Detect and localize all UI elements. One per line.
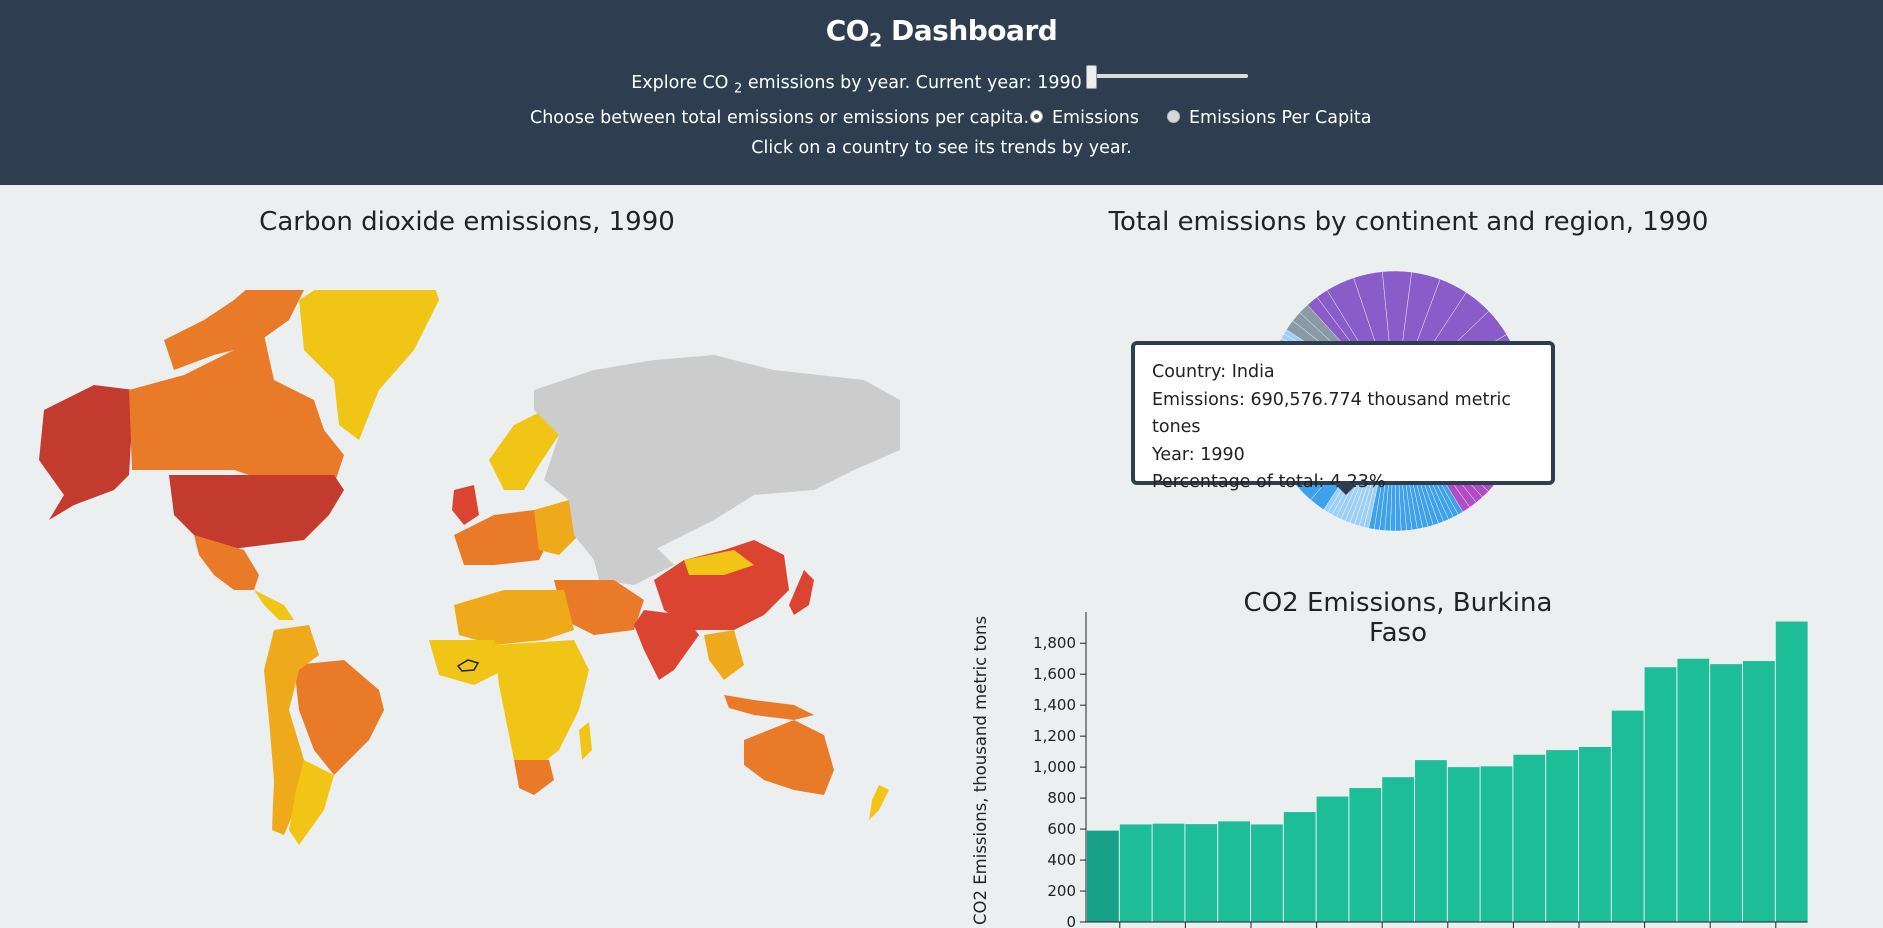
bar[interactable] bbox=[1513, 754, 1546, 922]
bar[interactable] bbox=[1087, 830, 1119, 922]
country-uk[interactable] bbox=[452, 485, 479, 525]
region-central-east-africa[interactable] bbox=[494, 640, 589, 770]
choose-text: Choose between total emissions or emissi… bbox=[530, 108, 1030, 128]
per-capita-radio[interactable] bbox=[1167, 110, 1180, 123]
country-canada[interactable] bbox=[129, 335, 344, 500]
country-mongolia[interactable] bbox=[684, 550, 754, 575]
bar-chart-title: CO2 Emissions, Burkina Faso bbox=[1243, 588, 1553, 648]
bar-y-tick-label: 1,600 bbox=[1033, 665, 1076, 683]
region-scandinavia[interactable] bbox=[489, 410, 559, 490]
bar[interactable] bbox=[1447, 767, 1480, 922]
year-slider-thumb[interactable] bbox=[1086, 65, 1097, 89]
region-north-africa[interactable] bbox=[454, 590, 574, 645]
country-kazakhstan-region[interactable] bbox=[594, 545, 674, 585]
bar-y-tick-label: 1,200 bbox=[1033, 727, 1076, 745]
bar[interactable] bbox=[1677, 658, 1710, 922]
bar-y-tick-label: 1,400 bbox=[1033, 696, 1076, 714]
country-brazil[interactable] bbox=[294, 660, 384, 775]
tooltip-percentage: Percentage of total: 4.23% bbox=[1152, 472, 1386, 492]
country-tooltip: Country: India Emissions: 690,576.774 th… bbox=[1131, 341, 1555, 495]
country-australia[interactable] bbox=[744, 720, 834, 795]
bar-y-axis-label: CO2 Emissions, thousand metric tons bbox=[971, 616, 990, 925]
bar-marks bbox=[1086, 621, 1808, 928]
country-south-africa[interactable] bbox=[514, 760, 554, 795]
dashboard-title: CO2 Dashboard bbox=[825, 14, 1058, 52]
tooltip-emissions: Emissions: 690,576.774 thousand metric t… bbox=[1152, 389, 1512, 438]
country-japan[interactable] bbox=[789, 570, 814, 615]
emissions-radio-label[interactable]: Emissions bbox=[1052, 108, 1139, 128]
bar[interactable] bbox=[1415, 760, 1447, 922]
bar[interactable] bbox=[1579, 746, 1611, 922]
world-map[interactable] bbox=[34, 290, 900, 860]
bar[interactable] bbox=[1743, 661, 1775, 922]
click-instruction: Click on a country to see its trends by … bbox=[751, 138, 1132, 158]
country-madagascar[interactable] bbox=[579, 722, 592, 760]
per-capita-radio-label[interactable]: Emissions Per Capita bbox=[1189, 108, 1372, 128]
bar[interactable] bbox=[1710, 664, 1742, 922]
country-canada-islands[interactable] bbox=[164, 290, 304, 370]
bar[interactable] bbox=[1283, 812, 1316, 922]
year-slider-track[interactable] bbox=[1092, 74, 1248, 78]
country-usa[interactable] bbox=[169, 475, 344, 550]
bar-y-tick-label: 1,000 bbox=[1033, 758, 1076, 776]
bar-y-tick-label: 200 bbox=[1047, 882, 1076, 900]
region-western-europe[interactable] bbox=[454, 510, 554, 565]
bar[interactable] bbox=[1185, 824, 1218, 922]
bar[interactable] bbox=[1382, 777, 1414, 922]
pie-title: Total emissions by continent and region,… bbox=[1108, 207, 1709, 237]
region-eastern-europe[interactable] bbox=[534, 500, 579, 555]
bar[interactable] bbox=[1775, 621, 1808, 922]
region-south-america-west[interactable] bbox=[264, 625, 319, 835]
bar[interactable] bbox=[1480, 766, 1513, 922]
bar[interactable] bbox=[1546, 750, 1578, 922]
country-mexico[interactable] bbox=[194, 535, 259, 590]
bar[interactable] bbox=[1611, 710, 1644, 922]
region-southeast-asia[interactable] bbox=[704, 630, 744, 680]
bar-y-axis: 0 200 400 600 800 1,000 1,200 1,400 1,600 1,800 bbox=[1033, 612, 1087, 928]
bar[interactable] bbox=[1316, 796, 1349, 922]
tooltip-year: Year: 1990 bbox=[1152, 444, 1245, 465]
country-alaska[interactable] bbox=[39, 385, 134, 520]
bar-y-tick-label: 600 bbox=[1047, 820, 1076, 838]
country-new-zealand[interactable] bbox=[869, 785, 889, 820]
tooltip-arrow bbox=[1334, 483, 1358, 495]
year-slider[interactable] bbox=[1086, 64, 1248, 90]
bar-chart: CO2 Emissions, thousand metric tons 0 200… bbox=[971, 612, 1808, 928]
bar[interactable] bbox=[1251, 824, 1283, 922]
bar[interactable] bbox=[1644, 667, 1677, 922]
bar[interactable] bbox=[1218, 821, 1250, 922]
dashboard-header: CO2 Dashboard Explore CO 2 emissions by … bbox=[0, 0, 1883, 185]
country-argentina[interactable] bbox=[289, 760, 334, 845]
bar-y-tick-label: 0 bbox=[1066, 913, 1076, 928]
bar[interactable] bbox=[1152, 823, 1185, 922]
tooltip-country: Country: India bbox=[1152, 362, 1275, 382]
bar[interactable] bbox=[1119, 824, 1152, 922]
map-title: Carbon dioxide emissions, 1990 bbox=[259, 207, 675, 237]
region-central-america[interactable] bbox=[254, 590, 294, 620]
region-no-data-russia[interactable] bbox=[534, 355, 900, 560]
explore-text: Explore CO 2 emissions by year. Current … bbox=[631, 73, 1082, 97]
country-burkina-faso[interactable] bbox=[456, 659, 480, 672]
emissions-radio[interactable] bbox=[1030, 110, 1043, 123]
country-greenland[interactable] bbox=[299, 290, 439, 440]
bar-y-tick-label: 400 bbox=[1047, 851, 1076, 869]
country-india[interactable] bbox=[634, 610, 699, 680]
region-indonesia[interactable] bbox=[724, 695, 814, 720]
bar[interactable] bbox=[1349, 788, 1382, 922]
bar-y-tick-label: 1,800 bbox=[1033, 634, 1076, 652]
bar-y-tick-label: 800 bbox=[1047, 789, 1076, 807]
region-middle-east[interactable] bbox=[554, 580, 644, 635]
